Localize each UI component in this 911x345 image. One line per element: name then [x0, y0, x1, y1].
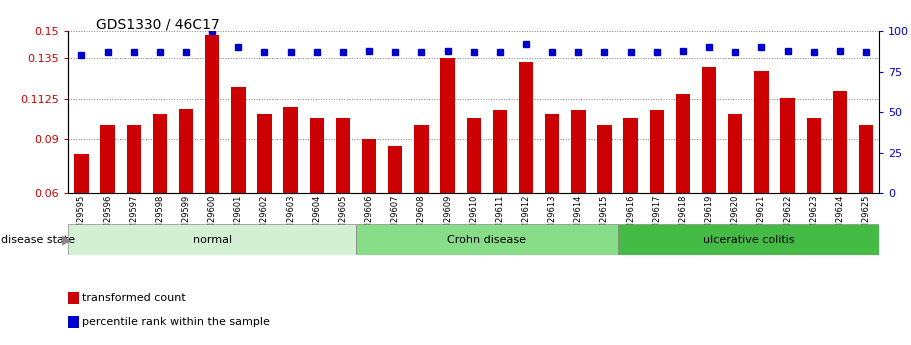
- Bar: [283, 107, 298, 193]
- Text: transformed count: transformed count: [82, 293, 186, 303]
- Bar: [806, 118, 821, 193]
- Bar: [650, 110, 664, 193]
- Text: ulcerative colitis: ulcerative colitis: [702, 235, 794, 245]
- Text: Crohn disease: Crohn disease: [447, 235, 527, 245]
- Bar: [623, 118, 638, 193]
- Bar: [74, 154, 88, 193]
- Bar: [545, 114, 559, 193]
- Bar: [362, 139, 376, 193]
- Bar: [781, 98, 794, 193]
- Bar: [519, 62, 533, 193]
- Bar: [701, 67, 716, 193]
- Text: disease state: disease state: [1, 235, 75, 245]
- Bar: [310, 118, 324, 193]
- Text: ▶: ▶: [62, 233, 72, 246]
- Bar: [728, 114, 742, 193]
- Bar: [153, 114, 167, 193]
- Bar: [859, 125, 874, 193]
- Text: normal: normal: [192, 235, 231, 245]
- Bar: [466, 118, 481, 193]
- Bar: [676, 94, 691, 193]
- Bar: [833, 90, 847, 193]
- Bar: [127, 125, 141, 193]
- Bar: [415, 125, 428, 193]
- Bar: [257, 114, 271, 193]
- Bar: [571, 110, 586, 193]
- Bar: [493, 110, 507, 193]
- Bar: [356, 224, 618, 255]
- Bar: [598, 125, 611, 193]
- Bar: [618, 224, 879, 255]
- Bar: [336, 118, 350, 193]
- Text: percentile rank within the sample: percentile rank within the sample: [82, 317, 270, 326]
- Bar: [68, 224, 356, 255]
- Bar: [231, 87, 246, 193]
- Bar: [440, 58, 455, 193]
- Bar: [388, 146, 403, 193]
- Text: GDS1330 / 46C17: GDS1330 / 46C17: [96, 17, 220, 31]
- Bar: [754, 71, 769, 193]
- Bar: [179, 109, 193, 193]
- Bar: [100, 125, 115, 193]
- Bar: [205, 34, 220, 193]
